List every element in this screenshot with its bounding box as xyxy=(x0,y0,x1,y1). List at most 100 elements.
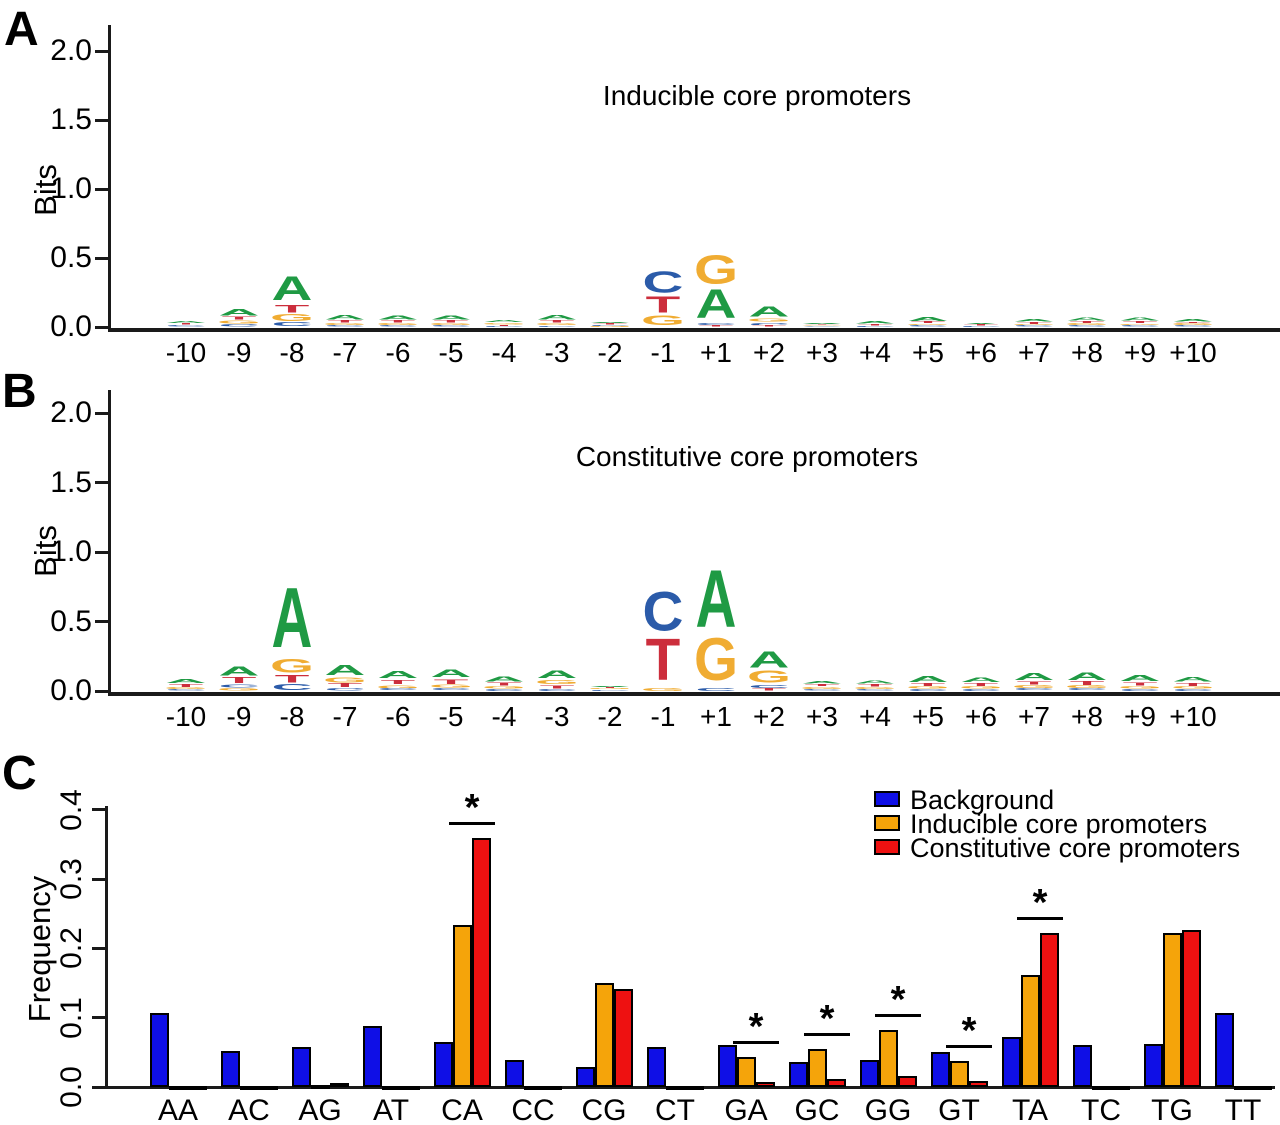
logo-letter-T: T xyxy=(646,296,681,315)
y-tick-mark xyxy=(92,808,105,812)
svg-text:C: C xyxy=(749,323,790,326)
bar-constitutive-core-promoters xyxy=(684,1085,704,1090)
svg-text:C: C xyxy=(166,325,207,327)
logo-letter-G: G xyxy=(1065,323,1109,325)
x-tick-label: +9 xyxy=(1124,701,1156,732)
logo-letter-A: A xyxy=(1014,673,1055,681)
x-tick-label: -10 xyxy=(165,701,207,732)
svg-text:T: T xyxy=(1017,681,1052,685)
panel-a-y-axis-line xyxy=(108,25,111,330)
svg-text:C: C xyxy=(1014,325,1055,327)
svg-text:A: A xyxy=(855,321,896,324)
panel-c-y-axis-title: Frequency xyxy=(22,875,57,1023)
x-tick-label: AT xyxy=(372,1094,410,1125)
x-tick-label: -5 xyxy=(438,701,464,732)
x-tick-label: -2 xyxy=(597,337,623,368)
logo-letter-G: G xyxy=(906,686,950,689)
logo-letter-T: T xyxy=(381,320,416,323)
legend-swatch-constitutive-core-promoters xyxy=(874,839,900,855)
svg-text:C: C xyxy=(378,688,419,691)
logo-letter-G: G xyxy=(588,326,632,327)
logo-letter-A: A xyxy=(378,315,419,320)
svg-text:G: G xyxy=(1118,686,1162,689)
logo-letter-T: T xyxy=(911,321,946,323)
y-tick-label: 0.0 xyxy=(50,310,92,343)
logo-letter-T: T xyxy=(1017,322,1052,324)
logo-letter-C: C xyxy=(908,325,949,327)
panel-a-x-axis-line xyxy=(108,328,1280,332)
significance-line xyxy=(449,822,495,826)
svg-text:G: G xyxy=(747,670,791,685)
logo-letter-T: T xyxy=(1176,683,1211,686)
bar-inducible-core-promoters xyxy=(1020,975,1040,1087)
svg-text:C: C xyxy=(166,689,207,691)
logo-letter-A: A xyxy=(219,666,260,677)
logo-letter-C: C xyxy=(590,690,631,691)
x-tick-label: -1 xyxy=(650,337,676,368)
svg-text:G: G xyxy=(959,686,1003,689)
logo-letter-C: C xyxy=(696,688,737,691)
svg-text:T: T xyxy=(858,684,893,687)
logo-letter-G: G xyxy=(1065,685,1109,688)
svg-text:A: A xyxy=(537,315,578,321)
svg-text:G: G xyxy=(1118,324,1162,326)
svg-text:T: T xyxy=(381,680,416,685)
svg-text:T: T xyxy=(169,684,204,687)
logo-letter-G: G xyxy=(217,688,261,691)
svg-text:G: G xyxy=(641,688,685,691)
logo-letter-A: A xyxy=(802,323,843,324)
logo-letter-C: C xyxy=(961,326,1002,327)
svg-text:T: T xyxy=(752,688,787,691)
logo-letter-C: C xyxy=(961,689,1002,691)
logo-letter-G: G xyxy=(641,315,685,327)
logo-letter-T: T xyxy=(540,320,575,323)
svg-text:G: G xyxy=(376,323,420,325)
bar-background xyxy=(1001,1037,1021,1087)
svg-text:G: G xyxy=(270,658,314,675)
bar-background xyxy=(646,1046,666,1087)
logo-letter-A: A xyxy=(272,585,313,657)
logo-letter-T: T xyxy=(964,324,999,326)
logo-letter-G: G xyxy=(270,314,314,322)
logo-letter-T: T xyxy=(752,688,787,691)
svg-text:C: C xyxy=(961,689,1002,691)
svg-text:C: C xyxy=(696,688,737,691)
logo-letter-C: C xyxy=(272,322,313,327)
y-tick-label: 0.1 xyxy=(55,996,88,1039)
y-tick-mark xyxy=(95,550,108,554)
logo-letter-C: C xyxy=(537,689,578,691)
y-tick-mark xyxy=(95,325,108,329)
svg-text:C: C xyxy=(537,689,578,691)
svg-text:T: T xyxy=(1176,322,1211,324)
logo-letter-G: G xyxy=(323,323,367,325)
svg-text:C: C xyxy=(431,325,472,327)
svg-text:G: G xyxy=(1065,685,1109,688)
logo-letter-G: G xyxy=(482,323,526,325)
svg-text:T: T xyxy=(1070,321,1105,324)
svg-text:C: C xyxy=(537,326,578,327)
x-tick-label: CT xyxy=(655,1094,695,1125)
svg-text:G: G xyxy=(747,318,791,322)
logo-letter-G: G xyxy=(270,658,314,675)
bar-inducible-core-promoters xyxy=(1091,1085,1111,1090)
logo-letter-T: T xyxy=(593,323,628,325)
x-tick-label: +1 xyxy=(700,337,732,368)
bar-inducible-core-promoters xyxy=(239,1085,259,1090)
panel-a-label: A xyxy=(4,3,39,56)
logo-letter-A: A xyxy=(325,315,366,320)
logo-letter-C: C xyxy=(749,323,790,326)
logo-letter-T: T xyxy=(1123,321,1158,323)
logo-letter-T: T xyxy=(328,320,363,323)
logo-letter-G: G xyxy=(429,684,473,688)
logo-letter-A: A xyxy=(961,323,1002,325)
x-tick-label: +6 xyxy=(965,701,997,732)
bar-constitutive-core-promoters xyxy=(1181,930,1201,1087)
svg-text:G: G xyxy=(1171,686,1215,689)
logo-letter-A: A xyxy=(537,670,578,679)
svg-text:A: A xyxy=(1014,319,1055,322)
x-tick-label: TC xyxy=(1081,1094,1121,1125)
y-tick-label: 1.5 xyxy=(50,103,92,136)
logo-letter-A: A xyxy=(378,671,419,679)
x-tick-label: -6 xyxy=(385,701,411,732)
bar-constitutive-core-promoters xyxy=(471,838,491,1087)
